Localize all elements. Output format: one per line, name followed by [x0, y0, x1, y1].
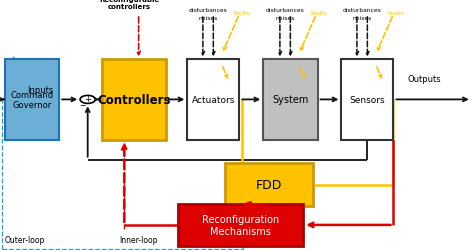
Text: disturbances: disturbances: [343, 8, 382, 12]
Text: faults: faults: [388, 11, 405, 16]
Text: −: −: [79, 101, 86, 110]
Text: faults: faults: [234, 11, 251, 16]
Text: Inputs: Inputs: [27, 86, 54, 94]
FancyBboxPatch shape: [5, 60, 59, 140]
Text: Outer-loop: Outer-loop: [5, 235, 45, 244]
Circle shape: [80, 96, 95, 104]
Text: System: System: [272, 95, 309, 105]
Text: Sensors: Sensors: [349, 96, 385, 104]
Text: +: +: [84, 95, 91, 104]
Text: Command
Governor: Command Governor: [10, 90, 54, 110]
Text: disturbances: disturbances: [189, 8, 228, 12]
FancyBboxPatch shape: [187, 60, 239, 140]
FancyBboxPatch shape: [263, 60, 318, 140]
FancyBboxPatch shape: [178, 204, 303, 246]
Text: Reconfiguration
Mechanisms: Reconfiguration Mechanisms: [202, 214, 279, 236]
Text: Outputs: Outputs: [408, 75, 441, 84]
Text: disturbances: disturbances: [266, 8, 304, 12]
Text: noises: noises: [275, 16, 295, 21]
FancyBboxPatch shape: [102, 60, 166, 140]
Text: Inner-loop: Inner-loop: [119, 235, 158, 244]
Text: faults: faults: [311, 11, 328, 16]
Text: noises: noises: [199, 16, 218, 21]
Text: Controllers: Controllers: [97, 94, 171, 106]
FancyBboxPatch shape: [225, 164, 313, 206]
Text: FDD: FDD: [256, 178, 282, 192]
Text: Reconfigurable
controllers: Reconfigurable controllers: [99, 0, 159, 10]
FancyBboxPatch shape: [341, 60, 393, 140]
Text: noises: noises: [353, 16, 372, 21]
Text: Actuators: Actuators: [191, 96, 235, 104]
